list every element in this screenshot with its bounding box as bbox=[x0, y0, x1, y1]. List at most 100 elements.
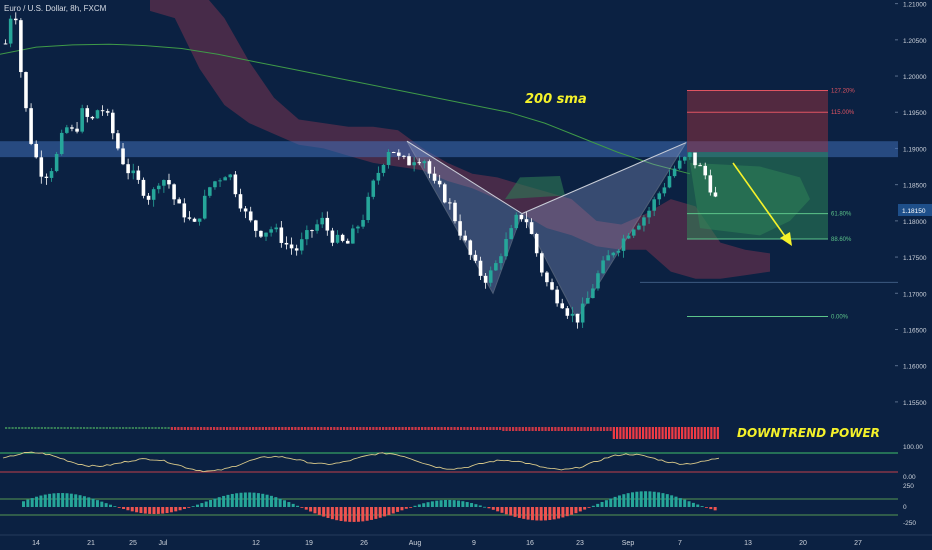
power-bar bbox=[616, 427, 619, 439]
power-bar bbox=[200, 427, 203, 430]
histogram-bar bbox=[330, 507, 334, 520]
histogram-bar bbox=[200, 503, 204, 507]
fib-level-label: 0.00% bbox=[831, 314, 849, 320]
histogram-bar bbox=[535, 507, 539, 521]
histogram-bar bbox=[561, 507, 565, 518]
power-bar bbox=[138, 427, 141, 429]
histogram-bar bbox=[413, 505, 417, 507]
candle-body bbox=[693, 152, 697, 166]
histogram-bar bbox=[304, 507, 308, 510]
power-bar bbox=[281, 427, 284, 430]
candle-body bbox=[473, 254, 478, 261]
histogram-bar bbox=[665, 494, 669, 507]
histogram-bar bbox=[439, 500, 443, 507]
histogram-bar bbox=[504, 507, 508, 515]
power-bar bbox=[31, 427, 34, 429]
power-bar bbox=[495, 427, 498, 430]
histogram-bar bbox=[269, 495, 273, 507]
x-tick-label: 23 bbox=[576, 540, 584, 547]
candle-body bbox=[667, 176, 672, 188]
candle-body bbox=[637, 225, 641, 230]
power-bar bbox=[450, 427, 453, 430]
power-bar bbox=[687, 427, 690, 439]
histogram-bar bbox=[209, 500, 213, 507]
candle-body bbox=[100, 110, 105, 112]
power-bar bbox=[196, 427, 199, 430]
power-bar bbox=[417, 427, 420, 430]
x-tick-label: 25 bbox=[129, 540, 137, 547]
power-bar bbox=[404, 427, 407, 430]
histogram-bar bbox=[474, 504, 478, 507]
histogram-bar bbox=[383, 507, 387, 517]
candle-body bbox=[208, 187, 212, 196]
power-bar bbox=[577, 427, 580, 431]
candle-body bbox=[223, 177, 227, 181]
power-bar bbox=[596, 427, 599, 431]
histogram-bar bbox=[169, 507, 173, 513]
candle-body bbox=[13, 18, 18, 21]
candle-body bbox=[580, 303, 585, 323]
histogram-bar bbox=[352, 507, 356, 522]
candle-body bbox=[427, 161, 432, 174]
power-bar bbox=[590, 427, 593, 431]
power-bar bbox=[157, 427, 160, 429]
fib-level-label: 61.80% bbox=[831, 212, 852, 218]
power-bar bbox=[118, 427, 121, 429]
histogram-bar bbox=[126, 507, 130, 511]
y-tick-label: 1.19000 bbox=[903, 146, 927, 153]
power-bar bbox=[60, 427, 63, 429]
power-bar bbox=[664, 427, 667, 439]
last-price-label: 1.18150 bbox=[902, 208, 926, 215]
histogram-bar bbox=[261, 493, 265, 507]
power-bar bbox=[268, 427, 271, 430]
candle-body bbox=[213, 181, 217, 188]
candle-body bbox=[65, 127, 69, 133]
candle-body bbox=[545, 272, 549, 283]
power-bar bbox=[333, 427, 336, 430]
histogram-bar bbox=[196, 504, 199, 507]
histogram-bar bbox=[156, 507, 160, 514]
power-bar bbox=[447, 427, 450, 430]
y-tick-label: 1.16500 bbox=[903, 327, 927, 334]
histogram-bar bbox=[356, 507, 360, 522]
histogram-bar bbox=[182, 507, 186, 510]
histogram-bar bbox=[526, 507, 530, 520]
histogram-bar bbox=[104, 503, 108, 507]
power-bar bbox=[170, 427, 173, 430]
candle-body bbox=[412, 162, 416, 166]
histogram-bar bbox=[552, 507, 556, 520]
candle-body bbox=[75, 128, 79, 132]
y-tick-label: 1.20000 bbox=[903, 74, 927, 81]
histogram-bar bbox=[530, 507, 534, 521]
histogram-bar bbox=[35, 496, 39, 507]
histogram-bar bbox=[648, 491, 652, 507]
power-bar bbox=[352, 427, 355, 430]
power-bar bbox=[18, 427, 21, 429]
power-bar bbox=[235, 427, 238, 430]
power-bar bbox=[40, 427, 43, 429]
histogram-bar bbox=[135, 507, 139, 513]
power-bar bbox=[554, 427, 557, 431]
candle-body bbox=[402, 155, 406, 157]
histogram-bar bbox=[317, 507, 321, 516]
candle-body bbox=[167, 180, 171, 185]
power-bar bbox=[502, 427, 505, 431]
power-bar bbox=[362, 427, 365, 430]
histogram-bar bbox=[483, 506, 487, 508]
histogram-bar bbox=[348, 507, 352, 522]
power-bar bbox=[105, 427, 108, 429]
fib-level-label: 115.00% bbox=[831, 110, 855, 116]
histogram-bar bbox=[230, 493, 234, 507]
candle-body bbox=[442, 184, 447, 203]
histogram-bar bbox=[500, 507, 504, 513]
histogram-bar bbox=[517, 507, 521, 518]
histogram-bar bbox=[713, 507, 717, 511]
histogram-bar bbox=[513, 507, 517, 517]
power-bar bbox=[564, 427, 567, 431]
power-bar bbox=[349, 427, 352, 430]
power-bar bbox=[216, 427, 219, 430]
power-bar bbox=[573, 427, 576, 431]
candle-body bbox=[116, 133, 120, 149]
candle-body bbox=[550, 282, 554, 290]
power-bar bbox=[694, 427, 697, 439]
